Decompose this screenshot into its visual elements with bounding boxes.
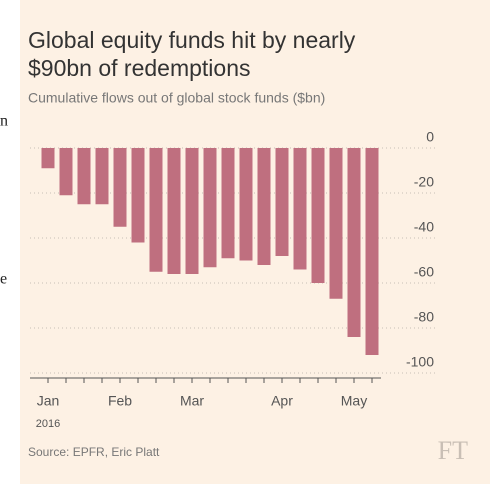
side-fragment: e <box>0 271 7 288</box>
source: Source: EPFR, Eric Platt <box>28 445 160 459</box>
bar <box>365 148 379 355</box>
chart-subtitle: Cumulative flows out of global stock fun… <box>28 90 325 106</box>
bar <box>293 148 307 270</box>
bar <box>41 148 55 169</box>
x-tick-label: Mar <box>180 393 204 409</box>
bar <box>329 148 343 299</box>
x-sublabel: 2016 <box>36 418 60 430</box>
x-tick-label: Jan <box>37 393 60 409</box>
bar <box>131 148 145 243</box>
y-tick-label: -60 <box>414 264 434 280</box>
x-tick-label: May <box>341 393 367 409</box>
y-tick-label: -100 <box>406 354 434 370</box>
bar <box>203 148 217 268</box>
side-fragment: n <box>0 113 8 130</box>
bar <box>167 148 181 274</box>
chart-background <box>20 0 490 484</box>
logo: FT <box>438 436 468 465</box>
bar <box>59 148 73 196</box>
bar <box>257 148 271 265</box>
bar <box>347 148 361 337</box>
x-tick-label: Feb <box>108 393 132 409</box>
bar <box>185 148 199 274</box>
bar <box>275 148 289 256</box>
bar <box>239 148 253 261</box>
bar <box>113 148 127 227</box>
chart-title: Global equity funds hit by nearly <box>28 27 356 53</box>
y-tick-label: -80 <box>414 309 434 325</box>
chart-title: $90bn of redemptions <box>28 55 251 81</box>
x-tick-label: Apr <box>271 393 293 409</box>
bar <box>311 148 325 283</box>
bar <box>77 148 91 205</box>
y-tick-label: -20 <box>414 174 434 190</box>
bar <box>95 148 109 205</box>
bar <box>221 148 235 259</box>
y-tick-label: 0 <box>426 129 434 145</box>
bar <box>149 148 163 272</box>
y-tick-label: -40 <box>414 219 434 235</box>
